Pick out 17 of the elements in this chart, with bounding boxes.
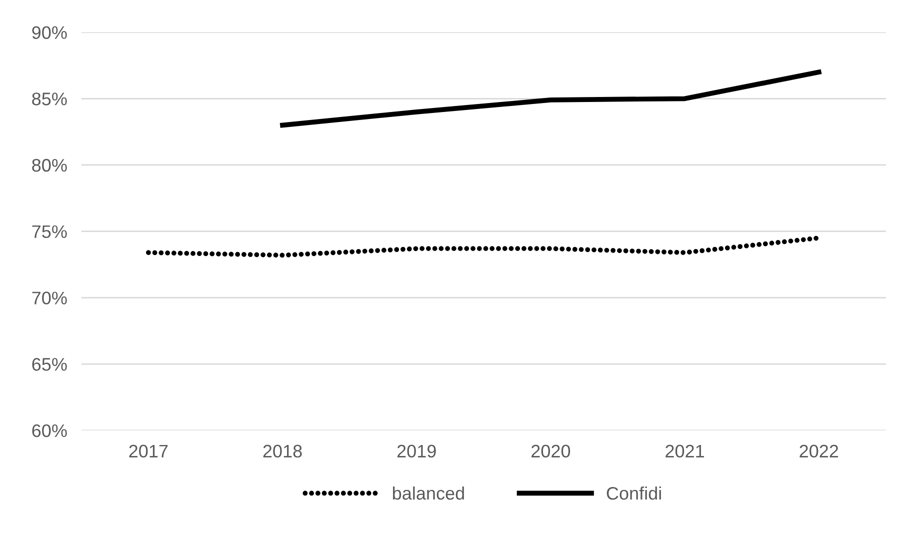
y-tick-label: 75% — [32, 225, 67, 238]
legend-label: balanced — [392, 486, 464, 500]
x-tick-label: 2019 — [397, 444, 436, 458]
y-tick-label: 85% — [32, 92, 67, 106]
y-tick-label: 70% — [32, 292, 67, 304]
x-tick-label: 2020 — [532, 444, 570, 458]
y-tick-label: 65% — [32, 358, 67, 371]
line-series — [146, 236, 822, 258]
x-tick-label: 2022 — [800, 444, 838, 458]
x-tick-label: 2017 — [129, 444, 168, 458]
line-series — [280, 70, 822, 128]
x-tick-label: 2021 — [666, 444, 704, 458]
y-tick-label: 90% — [32, 26, 67, 39]
x-tick-label: 2018 — [263, 444, 302, 458]
y-tick-label: 80% — [32, 158, 67, 172]
y-tick-label: 60% — [32, 424, 67, 438]
legend-label: Confidi — [606, 486, 661, 500]
